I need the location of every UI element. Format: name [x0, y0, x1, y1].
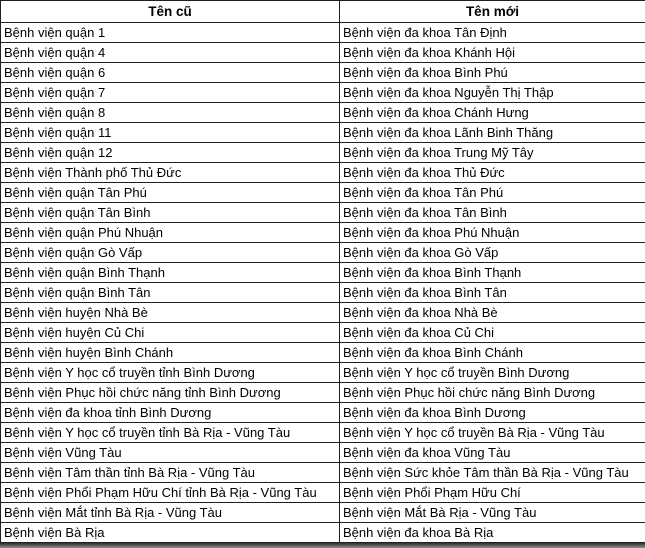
old-name-cell: Bệnh viện quận Tân Phú: [1, 183, 340, 203]
old-name-cell: Bệnh viện quận 12: [1, 143, 340, 163]
old-name-cell: Bệnh viện huyện Bình Chánh: [1, 343, 340, 363]
new-name-cell: Bệnh viện đa khoa Bình Chánh: [340, 343, 645, 363]
old-name-cell: Bệnh viện quận 7: [1, 83, 340, 103]
old-name-cell: Bệnh viện Y học cổ truyền tỉnh Bà Rịa - …: [1, 423, 340, 443]
column-header-new-name: Tên mới: [340, 1, 645, 23]
new-name-cell: Bệnh viện đa khoa Lãnh Binh Thăng: [340, 123, 645, 143]
old-name-cell: Bệnh viện huyện Nhà Bè: [1, 303, 340, 323]
new-name-cell: Bệnh viện đa khoa Khánh Hội: [340, 43, 645, 63]
old-name-cell: Bệnh viện quận 8: [1, 103, 340, 123]
old-name-cell: Bệnh viện quận 1: [1, 23, 340, 43]
old-name-cell: Bệnh viện Y học cổ truyền tỉnh Bình Dươn…: [1, 363, 340, 383]
new-name-cell: Bệnh viện Y học cổ truyền Bình Dương: [340, 363, 645, 383]
old-name-cell: Bệnh viện quận Bình Thạnh: [1, 263, 340, 283]
new-name-cell: Bệnh viện Mắt Bà Rịa - Vũng Tàu: [340, 503, 645, 523]
old-name-cell: Bệnh viện Phổi Phạm Hữu Chí tỉnh Bà Rịa …: [1, 483, 340, 503]
table-row: Bệnh viện Phổi Phạm Hữu Chí tỉnh Bà Rịa …: [1, 483, 645, 503]
new-name-cell: Bệnh viện đa khoa Bình Thạnh: [340, 263, 645, 283]
new-name-cell: Bệnh viện đa khoa Tân Bình: [340, 203, 645, 223]
old-name-cell: Bệnh viện quận Bình Tân: [1, 283, 340, 303]
old-name-cell: Bệnh viện quận Tân Bình: [1, 203, 340, 223]
new-name-cell: Bệnh viện Sức khỏe Tâm thần Bà Rịa - Vũn…: [340, 463, 645, 483]
table-row: Bệnh viện Y học cổ truyền tỉnh Bà Rịa - …: [1, 423, 645, 443]
new-name-cell: Bệnh viện Phục hồi chức năng Bình Dương: [340, 383, 645, 403]
old-name-cell: Bệnh viện quận 11: [1, 123, 340, 143]
new-name-cell: Bệnh viện đa khoa Thủ Đức: [340, 163, 645, 183]
new-name-cell: Bệnh viện đa khoa Nguyễn Thị Thập: [340, 83, 645, 103]
new-name-cell: Bệnh viện đa khoa Nhà Bè: [340, 303, 645, 323]
old-name-cell: Bệnh viện quận Phú Nhuận: [1, 223, 340, 243]
old-name-cell: Bệnh viện Tâm thần tỉnh Bà Rịa - Vũng Tà…: [1, 463, 340, 483]
old-name-cell: Bệnh viện Bà Rịa: [1, 523, 340, 543]
table-row: Bệnh viện Y học cổ truyền tỉnh Bình Dươn…: [1, 363, 645, 383]
old-name-cell: Bệnh viện quận 4: [1, 43, 340, 63]
old-name-cell: Bệnh viện đa khoa tỉnh Bình Dương: [1, 403, 340, 423]
new-name-cell: Bệnh viện đa khoa Gò Vấp: [340, 243, 645, 263]
new-name-cell: Bệnh viện đa khoa Vũng Tàu: [340, 443, 645, 463]
old-name-cell: Bệnh viện Thành phố Thủ Đức: [1, 163, 340, 183]
old-name-cell: Bệnh viện Vũng Tàu: [1, 443, 340, 463]
table-row: Bệnh viện Phục hồi chức năng tỉnh Bình D…: [1, 383, 645, 403]
old-name-cell: Bệnh viện huyện Củ Chi: [1, 323, 340, 343]
new-name-cell: Bệnh viện đa khoa Tân Phú: [340, 183, 645, 203]
new-name-cell: Bệnh viện đa khoa Bình Phú: [340, 63, 645, 83]
old-name-cell: Bệnh viện Mắt tỉnh Bà Rịa - Vũng Tàu: [1, 503, 340, 523]
old-name-cell: Bệnh viện Phục hồi chức năng tỉnh Bình D…: [1, 383, 340, 403]
new-name-cell: Bệnh viện đa khoa Bình Dương: [340, 403, 645, 423]
old-name-cell: Bệnh viện quận 6: [1, 63, 340, 83]
new-name-cell: Bệnh viện đa khoa Chánh Hưng: [340, 103, 645, 123]
new-name-cell: Bệnh viện đa khoa Củ Chi: [340, 323, 645, 343]
column-header-old-name: Tên cũ: [1, 1, 340, 23]
old-name-cell: Bệnh viện quận Gò Vấp: [1, 243, 340, 263]
new-name-cell: Bệnh viện đa khoa Trung Mỹ Tây: [340, 143, 645, 163]
new-name-cell: Bệnh viện đa khoa Tân Định: [340, 23, 645, 43]
new-name-cell: Bệnh viện Phổi Phạm Hữu Chí: [340, 483, 645, 503]
table-row: Bệnh viện Tâm thần tỉnh Bà Rịa - Vũng Tà…: [1, 463, 645, 483]
header-row: Tên cũ Tên mới: [1, 1, 645, 23]
new-name-cell: Bệnh viện đa khoa Bà Rịa: [340, 523, 645, 543]
new-name-cell: Bệnh viện đa khoa Phú Nhuận: [340, 223, 645, 243]
new-name-cell: Bệnh viện Y học cổ truyền Bà Rịa - Vũng …: [340, 423, 645, 443]
new-name-cell: Bệnh viện đa khoa Bình Tân: [340, 283, 645, 303]
